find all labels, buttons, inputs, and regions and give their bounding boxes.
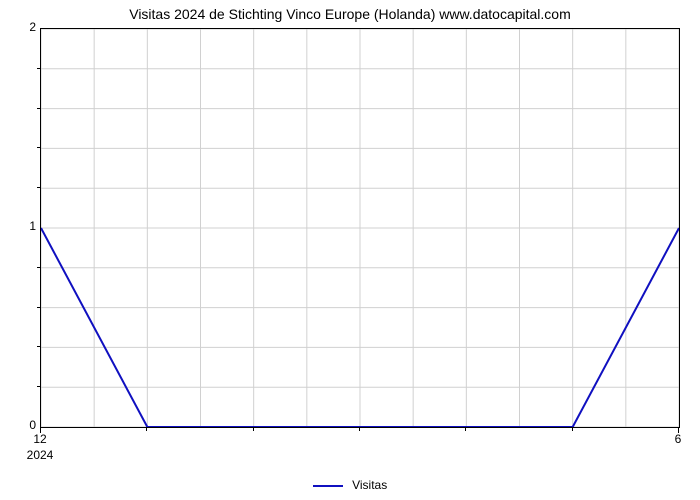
y-tick-label: 1 [6, 219, 36, 233]
y-minor-tick [37, 147, 40, 148]
legend: Visitas [0, 478, 700, 492]
chart-container: Visitas 2024 de Stichting Vinco Europe (… [0, 0, 700, 500]
y-minor-tick [37, 346, 40, 347]
x-minor-tick [359, 428, 360, 431]
legend-label: Visitas [352, 478, 387, 492]
gridlines [41, 29, 679, 427]
legend-swatch [313, 485, 343, 487]
y-minor-tick [37, 187, 40, 188]
y-minor-tick [37, 108, 40, 109]
y-minor-tick [37, 267, 40, 268]
y-minor-tick [37, 68, 40, 69]
y-tick-label: 0 [6, 418, 36, 432]
x-minor-tick [146, 428, 147, 431]
plot-area [40, 28, 680, 428]
chart-title: Visitas 2024 de Stichting Vinco Europe (… [0, 6, 700, 22]
y-minor-tick [37, 307, 40, 308]
y-tick-label: 2 [6, 20, 36, 34]
x-minor-tick [253, 428, 254, 431]
y-minor-tick [37, 386, 40, 387]
x-tick-label: 6 [675, 432, 682, 446]
x-minor-tick [465, 428, 466, 431]
chart-svg [41, 29, 679, 427]
x-tick-sublabel: 2024 [27, 448, 54, 462]
x-tick-mark [678, 428, 679, 433]
x-tick-label: 12 [33, 432, 46, 446]
x-tick-mark [40, 428, 41, 433]
x-minor-tick [572, 428, 573, 431]
